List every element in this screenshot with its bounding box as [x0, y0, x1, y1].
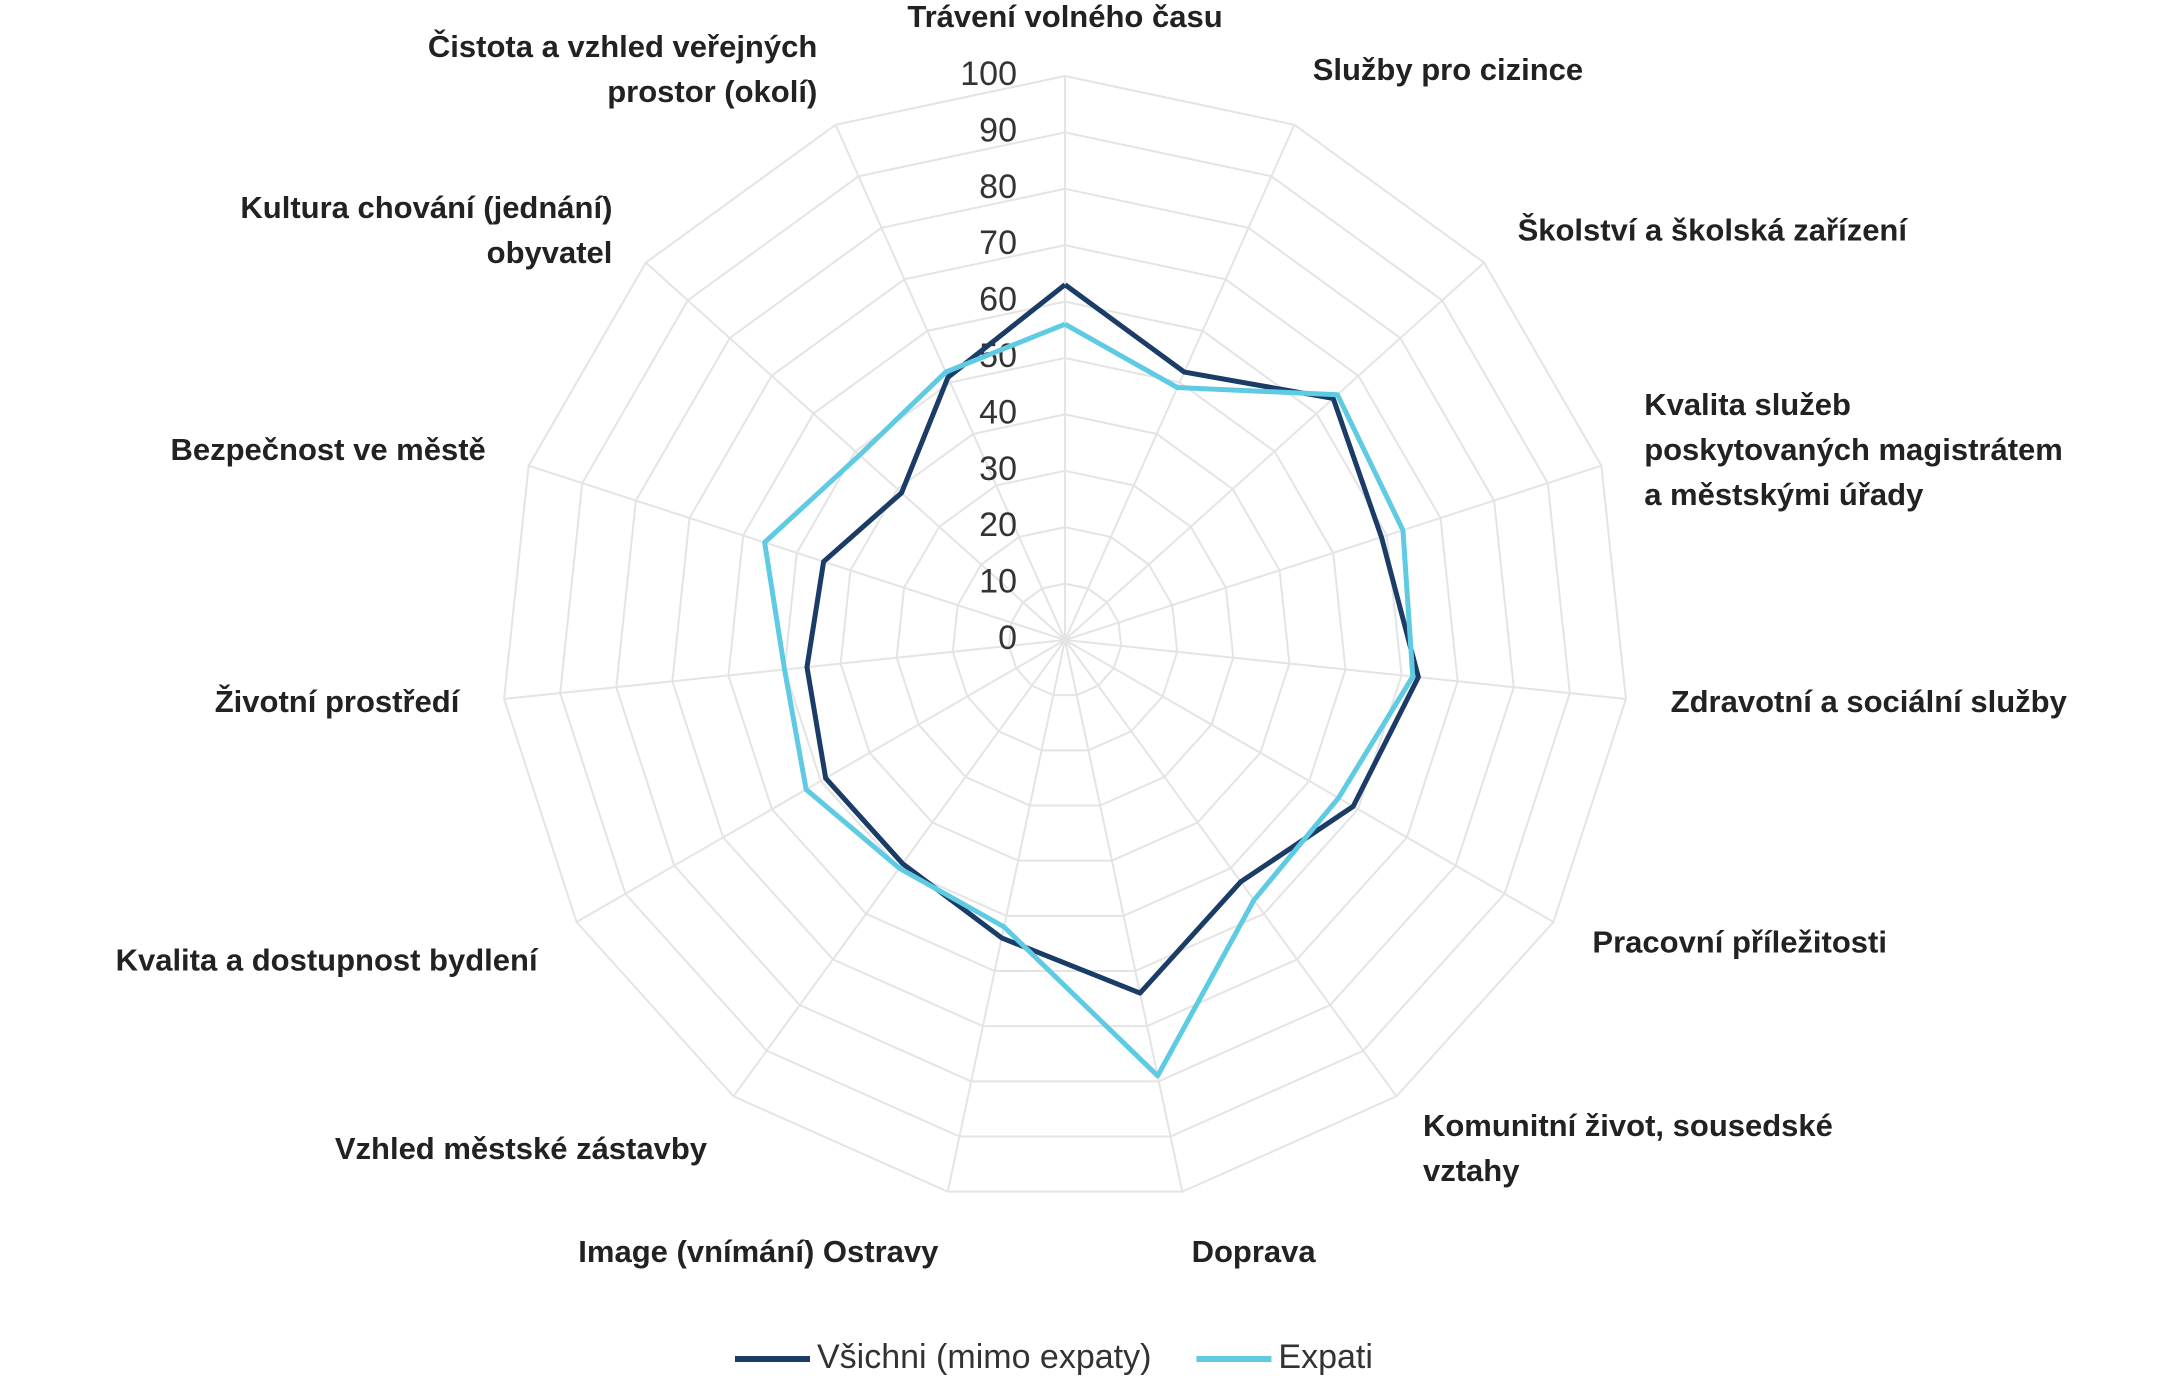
y-tick-label: 80 — [979, 168, 1017, 206]
category-label: Čistota a vzhled veřejných prostor (okolí… — [428, 28, 817, 109]
spoke — [576, 639, 1066, 923]
grid-ring — [783, 356, 1347, 917]
category-label: Pracovní příležitosti — [1592, 925, 1887, 960]
spoke — [1064, 639, 1398, 1097]
series-line — [762, 321, 1416, 1079]
spoke — [1064, 639, 1627, 700]
spoke — [528, 464, 1066, 641]
grid-ring — [559, 131, 1571, 1138]
category-label: Kvalita a dostupnost bydlení — [116, 943, 539, 978]
legend-label: Expati — [1278, 1338, 1373, 1376]
y-tick-label: 60 — [979, 281, 1017, 319]
spoke — [1064, 124, 1296, 641]
spoke — [946, 639, 1066, 1192]
category-label: Doprava — [1192, 1234, 1317, 1269]
category-label: Služby pro cizince — [1313, 52, 1583, 87]
spoke — [645, 261, 1066, 641]
category-label: Image (vnímání) Ostravy — [578, 1234, 939, 1269]
y-tick-label: 40 — [979, 393, 1017, 431]
spoke — [1064, 261, 1485, 641]
category-label: Bezpečnost ve městě — [170, 432, 485, 467]
y-tick-label: 90 — [979, 111, 1017, 149]
spoke — [1064, 639, 1184, 1192]
y-tick-label: 20 — [979, 506, 1017, 544]
y-tick-label: 100 — [960, 55, 1017, 93]
grid-ring — [895, 469, 1235, 807]
legend-label: Všichni (mimo expaty) — [817, 1338, 1151, 1376]
grid-ring — [951, 526, 1179, 752]
category-label: Kultura chování (jednání) obyvatel — [240, 190, 612, 270]
grid-ring — [727, 300, 1403, 973]
y-tick-label: 10 — [979, 563, 1017, 601]
y-tick-label: 0 — [998, 619, 1017, 657]
category-label: Kvalita služeb poskytovaných magistrátem a… — [1644, 387, 2063, 512]
grid-ring — [615, 187, 1515, 1083]
category-label: Trávení volného času — [907, 0, 1222, 34]
category-label: Zdravotní a sociální služby — [1671, 684, 2068, 719]
series-line — [804, 282, 1421, 996]
category-label: Vzhled městské zástavby — [335, 1131, 708, 1166]
spoke — [1064, 464, 1602, 641]
category-label: Komunitní život, sousedské vztahy — [1423, 1108, 1833, 1188]
y-tick-label: 30 — [979, 450, 1017, 488]
grid-ring — [1007, 582, 1123, 697]
spoke — [834, 124, 1066, 641]
category-label: Životní prostředí — [215, 683, 461, 719]
spoke — [1064, 639, 1554, 923]
grid-ring — [671, 244, 1459, 1028]
grid-ring — [503, 74, 1627, 1193]
grid-ring — [839, 413, 1291, 862]
y-tick-label: 70 — [979, 224, 1017, 262]
category-label: Školství a školská zařízení — [1518, 212, 1909, 248]
